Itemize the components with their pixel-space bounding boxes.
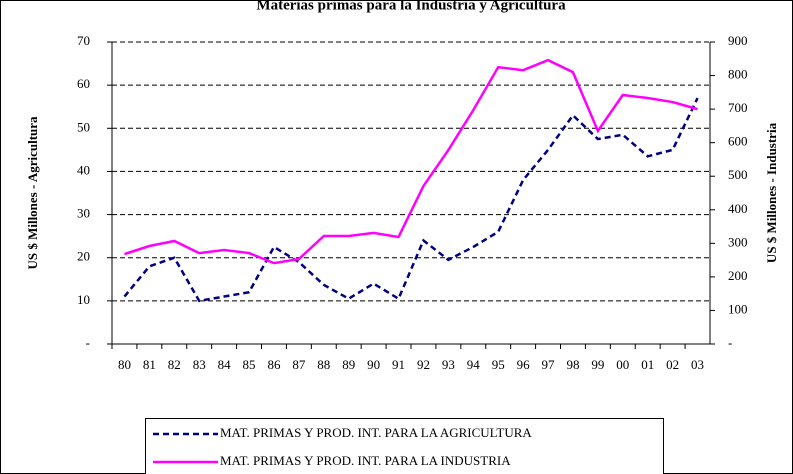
x-tick-label: 81 — [143, 357, 156, 372]
y2-tick-label: 800 — [728, 67, 748, 82]
y2-tick-label: 400 — [728, 201, 748, 216]
x-tick-label: 01 — [641, 357, 654, 372]
legend-label: MAT. PRIMAS Y PROD. INT. PARA LA AGRICUL… — [220, 425, 532, 440]
y-tick-label: - — [86, 335, 90, 350]
x-tick-label: 90 — [367, 357, 380, 372]
x-tick-label: 89 — [342, 357, 355, 372]
x-tick-label: 97 — [542, 357, 556, 372]
x-tick-label: 82 — [168, 357, 181, 372]
x-tick-label: 83 — [193, 357, 206, 372]
y-tick-label: 60 — [77, 76, 90, 91]
y-tick-label: 30 — [77, 206, 90, 221]
y-tick-label: 20 — [77, 249, 90, 264]
y2-tick-label: 200 — [728, 268, 748, 283]
y2-tick-label: 500 — [728, 167, 748, 182]
x-tick-label: 87 — [292, 357, 306, 372]
y2-tick-label: 300 — [728, 234, 748, 249]
x-tick-label: 03 — [691, 357, 704, 372]
y-tick-label: 70 — [77, 33, 90, 48]
y2-tick-label: 900 — [728, 33, 748, 48]
x-tick-label: 99 — [591, 357, 604, 372]
y-tick-label: 40 — [77, 162, 90, 177]
x-tick-label: 93 — [442, 357, 455, 372]
x-tick-label: 86 — [267, 357, 281, 372]
y2-tick-label: 600 — [728, 134, 748, 149]
x-tick-label: 94 — [467, 357, 481, 372]
x-tick-label: 84 — [218, 357, 232, 372]
y2-tick-label: - — [728, 335, 732, 350]
y2-axis-title: US $ Millones - Industria — [764, 122, 779, 263]
x-tick-label: 85 — [243, 357, 256, 372]
x-tick-label: 95 — [492, 357, 505, 372]
legend-box — [145, 418, 664, 474]
x-tick-label: 96 — [517, 357, 531, 372]
x-tick-label: 92 — [417, 357, 430, 372]
x-tick-label: 02 — [666, 357, 679, 372]
y-tick-label: 50 — [77, 119, 90, 134]
x-tick-label: 91 — [392, 357, 405, 372]
y-tick-label: 10 — [77, 292, 90, 307]
chart-title: Materias primas para la Industria y Agri… — [256, 0, 566, 13]
y2-tick-label: 100 — [728, 301, 748, 316]
x-tick-label: 98 — [566, 357, 579, 372]
y-axis-title: US $ Millones - Agricultura — [25, 116, 40, 270]
series-line — [124, 58, 698, 265]
x-tick-label: 00 — [616, 357, 629, 372]
x-tick-label: 80 — [118, 357, 131, 372]
x-tick-label: 88 — [317, 357, 330, 372]
legend-label: MAT. PRIMAS Y PROD. INT. PARA LA INDUSTR… — [220, 453, 511, 468]
y2-tick-label: 700 — [728, 100, 748, 115]
